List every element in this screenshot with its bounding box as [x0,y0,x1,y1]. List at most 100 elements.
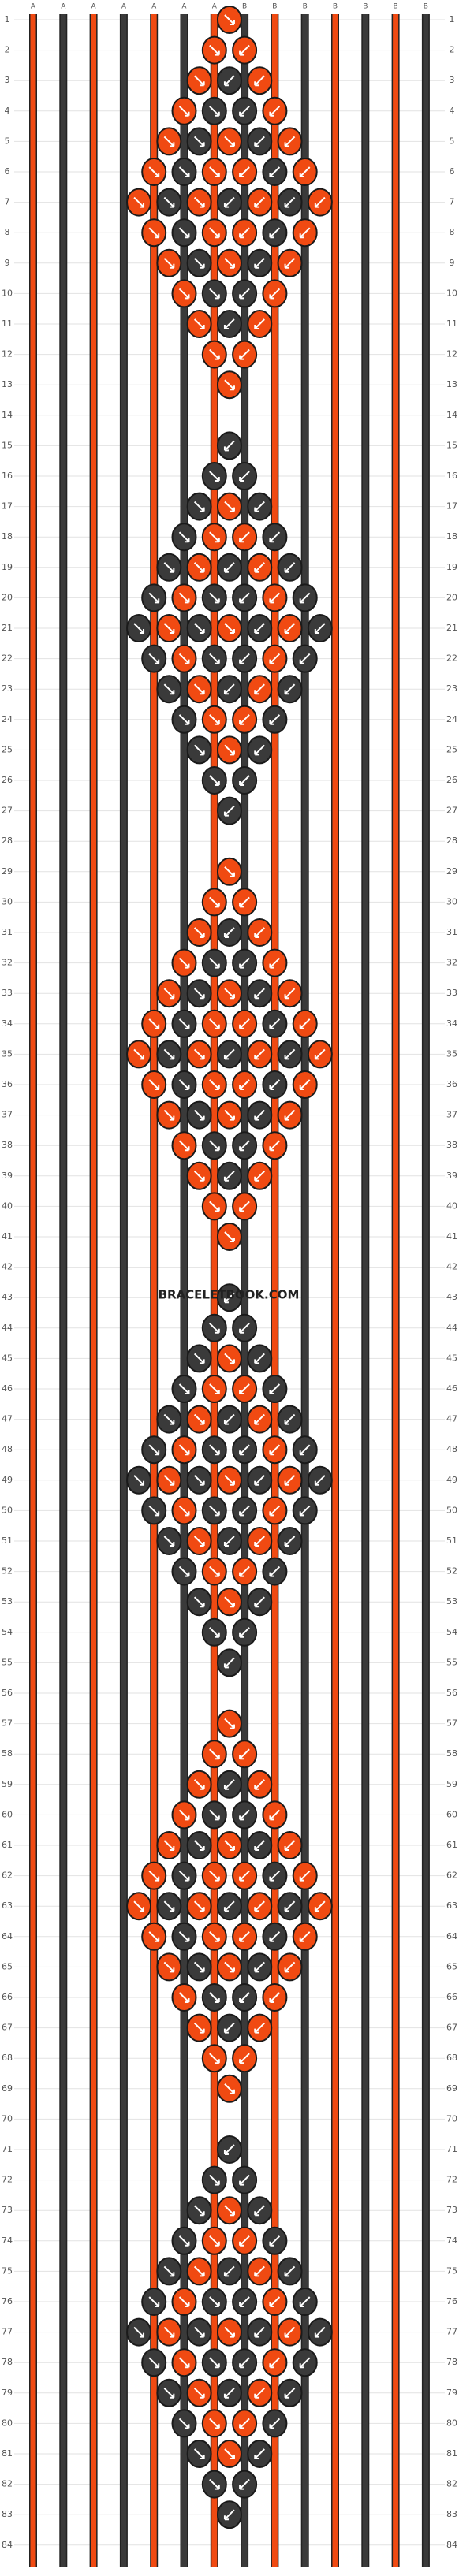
knot-arrow [254,2388,265,2399]
knot-arrow [224,744,235,756]
knot-arrow [209,1931,220,1942]
row-number: 71 [446,2144,457,2154]
knot-arrow [133,2326,145,2338]
row-number: 11 [2,318,13,329]
knot-arrow [299,166,311,177]
row-number: 49 [446,1475,457,1485]
row-number: 59 [2,1779,13,1789]
row-number: 40 [446,1201,457,1211]
knot-arrow [223,2144,235,2155]
row-number: 8 [450,227,455,237]
string-label: B [363,3,368,11]
knot-arrow [178,227,190,239]
knot-arrow [239,1565,250,1577]
row-number: 26 [446,775,457,785]
knot-arrow [254,1779,265,1790]
row-number: 19 [446,562,457,572]
knot-arrow [284,2265,296,2277]
row-number: 74 [446,2235,457,2246]
row-number: 59 [446,1779,457,1789]
knot-arrow [254,683,265,695]
knot-arrow [209,288,220,300]
knot-arrow [224,1961,235,1973]
knot-arrow [239,2053,250,2064]
knot-arrow [284,258,296,269]
knot-arrow [148,227,160,239]
knot-arrow [163,258,175,269]
string-label: A [31,3,36,11]
knot-arrow [209,2418,220,2429]
knot-arrow [284,1475,296,1486]
row-number: 69 [2,2083,13,2094]
row-number: 60 [2,1809,13,1819]
knot-arrow [178,106,190,117]
row-number: 8 [5,227,10,237]
knot-arrow [254,1109,265,1121]
row-number: 71 [2,2144,13,2154]
knot-arrow [314,2326,326,2338]
knot-arrow [148,2357,160,2369]
knot-arrow [284,623,296,634]
knot-arrow [254,75,265,87]
knot-arrow [239,592,250,604]
knot-arrow [284,1048,296,1060]
knot-arrow [254,2205,265,2217]
row-number: 3 [450,75,455,85]
knot-arrow [193,1840,205,1851]
row-number: 76 [2,2296,13,2306]
row-number: 84 [2,2540,13,2550]
knot-arrow [209,531,220,543]
knot-arrow [284,683,296,695]
row-number: 53 [2,1596,13,1606]
row-number: 20 [446,592,457,602]
row-number: 52 [446,1566,457,1576]
knot-arrow [209,2053,220,2064]
knot-arrow [299,653,311,664]
row-number: 54 [2,1627,13,1637]
knot-arrow [193,744,205,756]
knot-arrow [284,1840,296,1851]
knot-arrow [209,166,220,177]
knot-arrow [148,653,160,664]
knot-arrow [254,927,265,938]
knot-arrow [239,348,250,360]
row-number: 40 [2,1201,13,1211]
row-number: 72 [446,2175,457,2185]
knot-arrow [299,1444,311,1456]
knot-arrow [254,1596,265,1608]
knot-arrow [193,2205,205,2217]
knot-arrow [269,1809,281,1821]
knot-arrow [299,1018,311,1029]
row-number: 24 [2,714,13,724]
knot-arrow [224,1718,235,1729]
knot-arrow [254,2326,265,2338]
knot-arrow [239,2235,250,2247]
knot-arrow [163,2326,175,2338]
knot-arrow [239,1201,250,1212]
row-number: 21 [2,623,13,633]
row-number: 4 [450,106,455,116]
knot-arrow [209,471,220,482]
knot-arrow [178,1931,190,1942]
knot-arrow [148,1505,160,1517]
row-number: 34 [446,1018,457,1029]
knot-arrow [193,1109,205,1121]
row-number: 33 [446,988,457,998]
row-number: 11 [446,318,457,329]
row-number: 15 [2,440,13,450]
row-number: 69 [446,2083,457,2094]
row-number: 39 [2,1171,13,1181]
knot-arrow [193,683,205,695]
row-number: 46 [2,1383,13,1394]
row-number: 17 [446,501,457,512]
row-number: 65 [446,1961,457,1971]
row-number: 32 [2,958,13,968]
row-number: 53 [446,1596,457,1606]
row-number: 21 [446,623,457,633]
knot-arrow [209,1323,220,1334]
knot-arrow [269,2235,281,2247]
knot-arrow [193,136,205,147]
knot-arrow [254,1900,265,1912]
row-number: 28 [446,836,457,846]
